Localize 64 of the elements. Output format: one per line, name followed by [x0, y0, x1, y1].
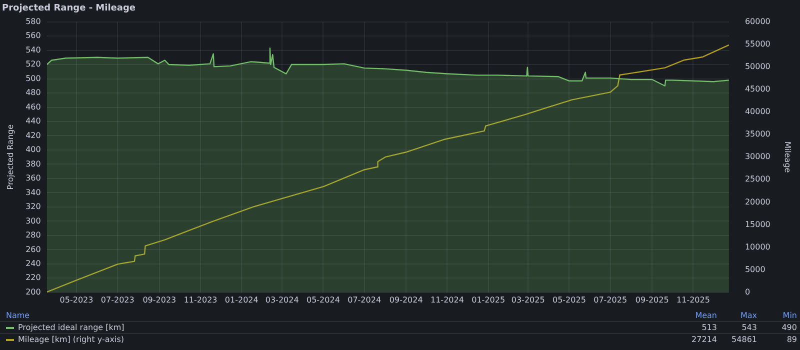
y-tick-label: 440	[26, 116, 41, 126]
legend-label: Projected ideal range [km]	[18, 323, 124, 332]
y-tick-label: 320	[26, 202, 41, 212]
text: 490	[780, 323, 798, 332]
y-tick-label: 580	[26, 16, 41, 26]
x-tick-label: 03-2024	[265, 295, 299, 304]
y-tick-label: 200	[26, 287, 41, 296]
y2-tick-label: 45000	[744, 84, 770, 94]
y-tick-label: 520	[26, 60, 41, 69]
y2-tick-label: 40000	[744, 107, 770, 116]
y-tick-label: 460	[26, 102, 41, 112]
x-tick-label: 05-2024	[306, 295, 340, 304]
x-tick-label: 11-2024	[430, 295, 464, 304]
y-tick-label: 220	[26, 273, 41, 282]
y-tick-label: 400	[26, 145, 41, 154]
y2-tick-label: 0	[744, 287, 750, 296]
x-tick-label: 09-2024	[389, 295, 423, 304]
text: Mean	[694, 311, 718, 320]
y2-tick-label: 30000	[744, 152, 770, 162]
x-tick-label: 09-2025	[635, 295, 669, 304]
y-tick-label: 380	[26, 159, 41, 168]
x-tick-label: 05-2023	[60, 295, 94, 304]
y2-tick-label: 25000	[744, 174, 770, 184]
y2-tick-label: 15000	[744, 220, 770, 229]
x-tick-label: 05-2025	[552, 295, 586, 304]
y2-tick-label: 10000	[744, 242, 770, 252]
y-tick-label: 420	[26, 130, 41, 140]
text: Min	[782, 311, 798, 320]
y-tick-label: 340	[26, 188, 41, 197]
y2-axis-title: Mileage	[783, 142, 792, 173]
y2-tick-label: 50000	[744, 62, 770, 71]
x-tick-label: 01-2024	[224, 295, 258, 304]
x-tick-label: 01-2025	[472, 295, 506, 304]
y-tick-label: 260	[26, 244, 41, 254]
y2-tick-label: 5000	[744, 264, 766, 274]
x-tick-label: 07-2023	[100, 295, 134, 304]
y-axis-title: Projected Range	[6, 124, 15, 190]
y-tick-label: 240	[26, 258, 41, 268]
y-tick-label: 280	[26, 230, 41, 240]
text: 513	[700, 323, 718, 332]
x-tick-label: 11-2025	[676, 295, 710, 304]
text: 543	[740, 323, 758, 332]
y-tick-label: 360	[26, 174, 41, 183]
x-tick-label: 07-2025	[594, 295, 628, 304]
x-tick-label: 07-2024	[348, 295, 382, 304]
chart-title: Projected Range - Mileage	[2, 4, 136, 14]
y-tick-label: 480	[26, 88, 41, 98]
x-tick-label: 11-2023	[184, 295, 218, 304]
text: 54861	[730, 335, 758, 344]
y-tick-label: 500	[26, 74, 41, 83]
y-tick-label: 540	[26, 45, 41, 54]
y2-tick-label: 35000	[744, 130, 770, 139]
x-tick-label: 03-2025	[511, 295, 545, 304]
text: Name	[5, 311, 31, 320]
y2-tick-label: 60000	[744, 16, 770, 26]
y-tick-label: 560	[26, 31, 41, 40]
y-tick-label: 300	[26, 216, 41, 226]
y2-tick-label: 20000	[744, 197, 770, 206]
x-tick-label: 09-2023	[142, 295, 176, 304]
y2-tick-label: 55000	[744, 39, 770, 48]
text: 27214	[690, 335, 718, 344]
legend-label: Mileage [km] (right y-axis)	[18, 335, 124, 344]
text: Max	[739, 311, 758, 320]
text: 89	[786, 335, 798, 344]
